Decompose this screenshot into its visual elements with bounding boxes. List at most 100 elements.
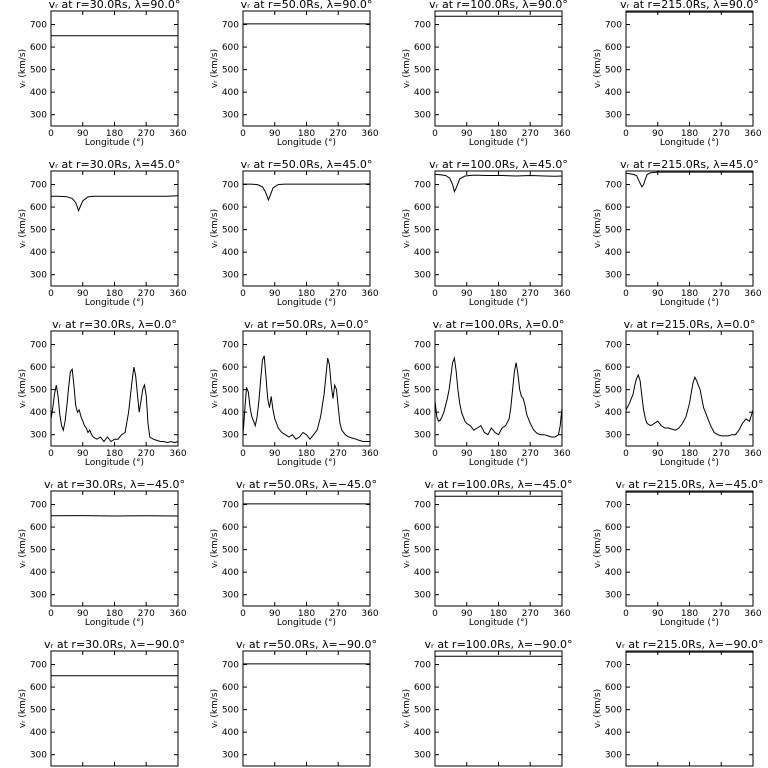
y-tick-label: 300 bbox=[222, 431, 239, 441]
y-tick-label: 700 bbox=[30, 661, 47, 671]
y-tick-label: 300 bbox=[222, 271, 239, 281]
panel-title: vᵣ at r=30.0Rs, λ=−90.0° bbox=[44, 638, 185, 651]
x-tick-label: 360 bbox=[169, 609, 186, 619]
x-tick-label: 360 bbox=[553, 129, 570, 139]
x-tick-label: 90 bbox=[461, 609, 473, 619]
x-tick-label: 360 bbox=[744, 289, 761, 299]
y-tick-label: 500 bbox=[30, 706, 47, 716]
y-tick-label: 500 bbox=[414, 66, 431, 76]
y-tick-label: 700 bbox=[222, 21, 239, 31]
y-tick-label: 600 bbox=[30, 363, 47, 373]
series-line bbox=[242, 355, 370, 442]
chart-panel: vᵣ at r=100.0Rs, λ=−45.0° 0 90 180 270 360 300… bbox=[402, 478, 572, 628]
x-axis-label: Longitude (°) bbox=[469, 138, 528, 148]
chart-panel: vᵣ at r=50.0Rs, λ=0.0° 0 90 180 270 360 300 400… bbox=[210, 318, 379, 468]
x-tick-label: 180 bbox=[681, 129, 698, 139]
y-tick-label: 600 bbox=[222, 203, 239, 213]
y-axis-label: vᵣ (km/s) bbox=[18, 689, 28, 728]
y-tick-label: 700 bbox=[222, 501, 239, 511]
y-axis-label: vᵣ (km/s) bbox=[593, 49, 603, 88]
y-tick-label: 500 bbox=[414, 386, 431, 396]
y-tick-label: 700 bbox=[414, 501, 431, 511]
y-tick-label: 400 bbox=[414, 408, 431, 418]
x-tick-label: 0 bbox=[48, 129, 54, 139]
x-tick-label: 180 bbox=[490, 449, 507, 459]
x-tick-label: 180 bbox=[490, 609, 507, 619]
x-tick-label: 0 bbox=[48, 289, 54, 299]
y-tick-label: 400 bbox=[414, 248, 431, 258]
y-tick-label: 700 bbox=[222, 341, 239, 351]
x-tick-label: 90 bbox=[269, 289, 281, 299]
plot-frame bbox=[242, 330, 371, 447]
y-tick-label: 300 bbox=[605, 271, 622, 281]
x-axis-label: Longitude (°) bbox=[660, 298, 719, 308]
x-tick-label: 0 bbox=[240, 609, 246, 619]
x-tick-label: 360 bbox=[169, 129, 186, 139]
x-tick-label: 180 bbox=[681, 449, 698, 459]
y-axis-label: vᵣ (km/s) bbox=[18, 529, 28, 568]
x-tick-label: 180 bbox=[298, 609, 315, 619]
x-tick-label: 90 bbox=[652, 449, 664, 459]
y-tick-label: 300 bbox=[30, 591, 47, 601]
y-tick-label: 400 bbox=[222, 248, 239, 258]
x-tick-label: 180 bbox=[490, 289, 507, 299]
y-tick-label: 300 bbox=[414, 751, 431, 761]
y-tick-label: 700 bbox=[414, 181, 431, 191]
y-tick-label: 600 bbox=[605, 363, 622, 373]
plot-frame bbox=[50, 650, 179, 767]
chart-panel: vᵣ at r=215.0Rs, λ=−90.0°090180270360300… bbox=[593, 638, 763, 767]
x-tick-label: 90 bbox=[269, 449, 281, 459]
plot-frame bbox=[242, 10, 371, 127]
chart-panel: vᵣ at r=30.0Rs, λ=90.0° 0 90 180 270 360 300 40… bbox=[18, 0, 187, 148]
chart-panel: vᵣ at r=50.0Rs, λ=90.0° 0 90 180 270 360 300 40… bbox=[210, 0, 379, 148]
y-tick-label: 600 bbox=[222, 523, 239, 533]
y-tick-label: 500 bbox=[605, 706, 622, 716]
y-tick-label: 600 bbox=[222, 363, 239, 373]
y-tick-label: 500 bbox=[222, 706, 239, 716]
y-tick-label: 300 bbox=[605, 751, 622, 761]
x-tick-label: 0 bbox=[432, 129, 438, 139]
y-tick-label: 400 bbox=[30, 568, 47, 578]
y-tick-label: 500 bbox=[414, 226, 431, 236]
panel-title: vᵣ at r=100.0Rs, λ=45.0° bbox=[429, 158, 568, 171]
y-axis-label: vᵣ (km/s) bbox=[18, 49, 28, 88]
x-tick-label: 180 bbox=[490, 129, 507, 139]
x-tick-label: 360 bbox=[361, 609, 378, 619]
y-tick-label: 600 bbox=[414, 363, 431, 373]
y-tick-label: 500 bbox=[222, 546, 239, 556]
panel-title: vᵣ at r=215.0Rs, λ=0.0° bbox=[624, 318, 756, 331]
x-tick-label: 270 bbox=[138, 609, 155, 619]
series-line bbox=[51, 195, 179, 213]
x-tick-label: 90 bbox=[461, 129, 473, 139]
y-tick-label: 400 bbox=[222, 568, 239, 578]
y-axis-label: vᵣ (km/s) bbox=[210, 369, 220, 408]
chart-panel: vᵣ at r=30.0Rs, λ=−90.0°0901802703603004… bbox=[18, 638, 185, 767]
y-tick-label: 300 bbox=[605, 591, 622, 601]
x-axis-label: Longitude (°) bbox=[85, 138, 144, 148]
x-tick-label: 360 bbox=[744, 129, 761, 139]
x-tick-label: 90 bbox=[77, 449, 89, 459]
chart-panel: vᵣ at r=100.0Rs, λ=45.0° 0 90 180 270 360 300 4… bbox=[402, 158, 571, 308]
y-axis-label: vᵣ (km/s) bbox=[18, 209, 28, 248]
plot-frame bbox=[625, 650, 754, 767]
plot-frame bbox=[242, 170, 371, 287]
y-tick-label: 400 bbox=[30, 728, 47, 738]
y-tick-label: 600 bbox=[414, 523, 431, 533]
x-tick-label: 270 bbox=[713, 129, 730, 139]
y-axis-label: vᵣ (km/s) bbox=[593, 689, 603, 728]
x-tick-label: 90 bbox=[77, 289, 89, 299]
x-tick-label: 90 bbox=[269, 609, 281, 619]
x-tick-label: 180 bbox=[106, 289, 123, 299]
y-axis-label: vᵣ (km/s) bbox=[402, 369, 412, 408]
y-tick-label: 500 bbox=[605, 546, 622, 556]
y-tick-label: 500 bbox=[30, 386, 47, 396]
panel-title: vᵣ at r=215.0Rs, λ=90.0° bbox=[620, 0, 759, 11]
y-tick-label: 700 bbox=[605, 661, 622, 671]
x-tick-label: 90 bbox=[461, 449, 473, 459]
x-tick-label: 180 bbox=[298, 449, 315, 459]
series-line bbox=[434, 356, 563, 438]
y-tick-label: 600 bbox=[222, 43, 239, 53]
x-tick-label: 360 bbox=[744, 449, 761, 459]
x-axis-label: Longitude (°) bbox=[469, 458, 528, 468]
y-axis-label: vᵣ (km/s) bbox=[593, 529, 603, 568]
